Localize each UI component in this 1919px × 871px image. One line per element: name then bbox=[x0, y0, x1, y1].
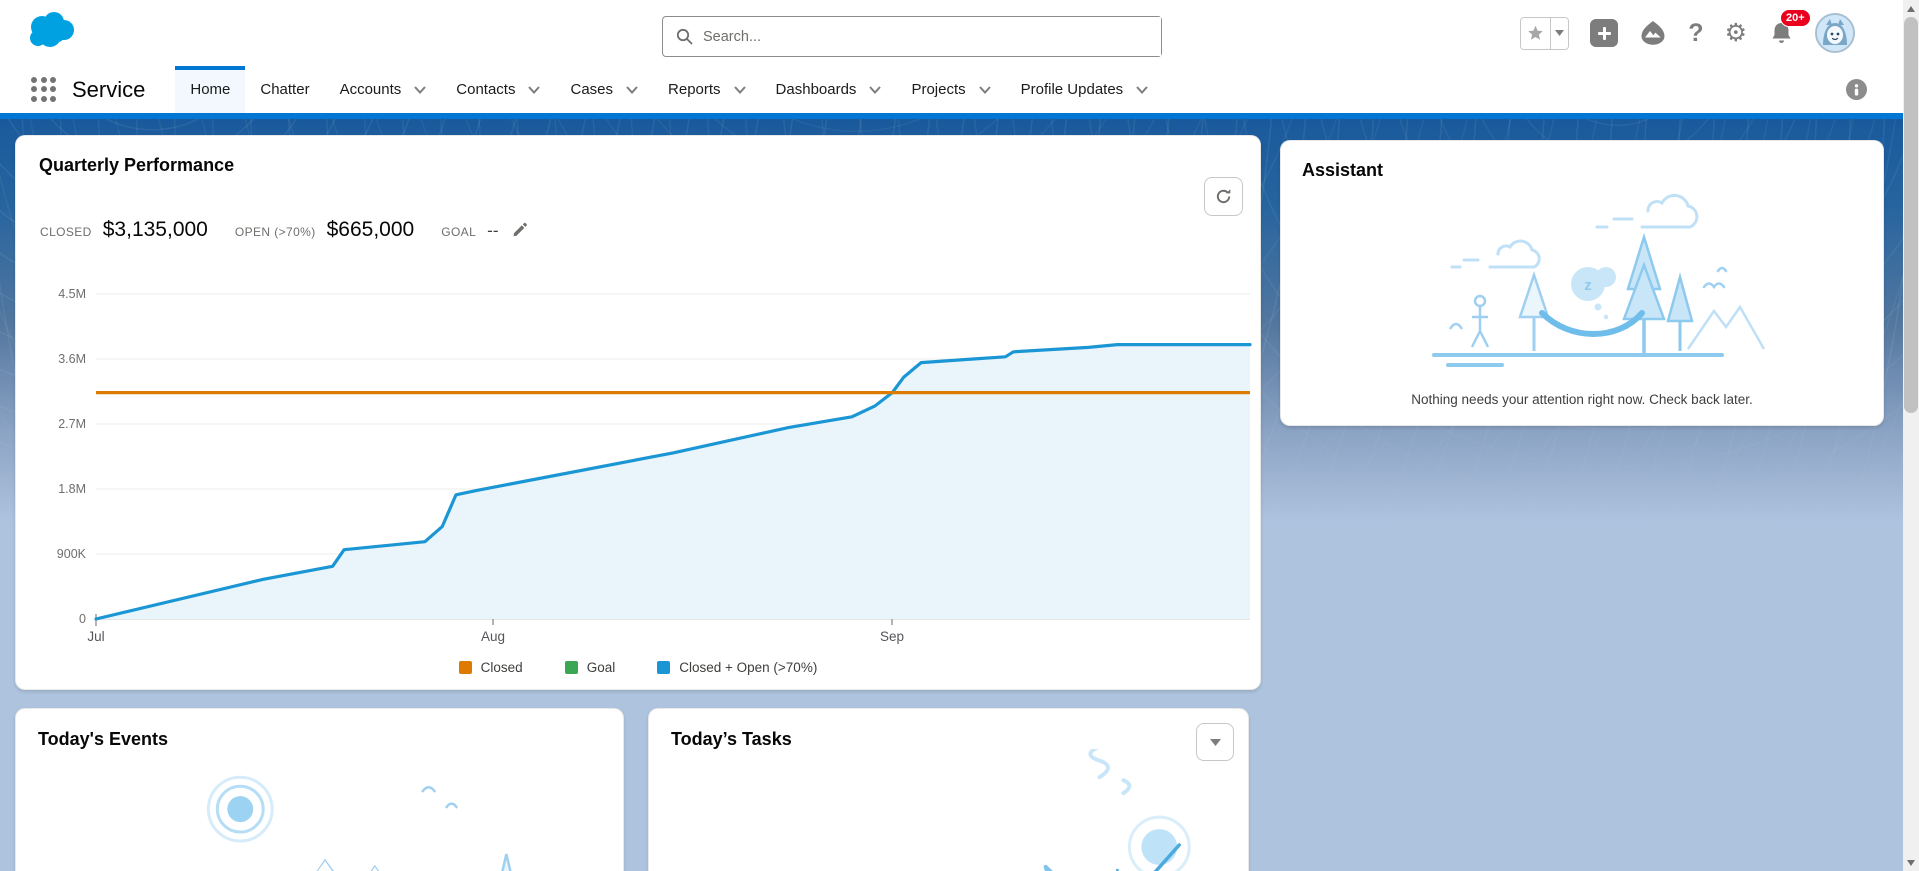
legend-item-goal[interactable]: Goal bbox=[564, 660, 615, 675]
chevron-down-icon bbox=[733, 85, 746, 94]
card-title: Quarterly Performance bbox=[39, 155, 235, 175]
refresh-icon bbox=[1216, 189, 1231, 204]
nav-tabs: Home Chatter Accounts Contacts Cases Rep… bbox=[175, 66, 1163, 113]
caret-down-icon bbox=[1555, 30, 1565, 36]
legend-swatch bbox=[657, 661, 671, 674]
kpi-label: GOAL bbox=[441, 225, 477, 239]
help-button[interactable]: ? bbox=[1688, 18, 1704, 47]
svg-text:2.7M: 2.7M bbox=[58, 417, 86, 431]
card-title: Today’s Tasks bbox=[671, 729, 792, 749]
app-navigation-bar: Service Home Chatter Accounts Contacts C… bbox=[0, 66, 1903, 113]
app-launcher-button[interactable] bbox=[31, 76, 57, 103]
nav-accent-strip bbox=[0, 113, 1903, 119]
astro-avatar-image bbox=[1817, 15, 1853, 51]
tasks-menu-button[interactable] bbox=[1196, 723, 1234, 761]
global-actions-button[interactable] bbox=[1590, 19, 1619, 47]
salesforce-logo-icon[interactable] bbox=[26, 10, 78, 50]
kpi-closed: CLOSED $3,135,000 bbox=[40, 218, 208, 242]
plus-icon bbox=[1597, 26, 1611, 40]
scrollbar[interactable] bbox=[1903, 0, 1919, 871]
kpi-value: $665,000 bbox=[326, 218, 415, 241]
global-search bbox=[662, 16, 1162, 57]
info-icon bbox=[1854, 83, 1859, 96]
svg-text:900K: 900K bbox=[57, 547, 87, 561]
tab-cases[interactable]: Cases bbox=[555, 66, 653, 113]
search-input[interactable] bbox=[693, 17, 1161, 56]
favorite-star-button[interactable] bbox=[1521, 17, 1551, 49]
tab-projects[interactable]: Projects bbox=[896, 66, 1005, 113]
chevron-down-icon bbox=[414, 85, 427, 94]
chevron-down-icon bbox=[869, 85, 882, 94]
todays-events-card: Today's Events bbox=[15, 708, 624, 871]
svg-text:Sep: Sep bbox=[880, 629, 904, 644]
chart-legend: Closed Goal Closed + Open (>70%) bbox=[16, 660, 1260, 675]
guidance-center-button[interactable] bbox=[1639, 20, 1667, 46]
scroll-up-button[interactable] bbox=[1903, 0, 1919, 17]
todays-tasks-card: Today’s Tasks bbox=[648, 708, 1249, 871]
legend-swatch bbox=[564, 661, 578, 674]
favorites-control bbox=[1520, 16, 1570, 50]
chevron-down-icon bbox=[528, 85, 541, 94]
tab-chatter[interactable]: Chatter bbox=[260, 81, 310, 98]
tasks-illustration bbox=[1043, 749, 1191, 871]
notifications-button[interactable]: 20+ bbox=[1768, 9, 1811, 48]
search-icon bbox=[676, 28, 693, 45]
kpi-value: -- bbox=[487, 221, 499, 240]
star-icon bbox=[1528, 25, 1544, 40]
kpi-row: CLOSED $3,135,000 OPEN (>70%) $665,000 G… bbox=[40, 218, 528, 242]
chevron-down-icon bbox=[978, 85, 991, 94]
tab-reports[interactable]: Reports bbox=[653, 66, 761, 113]
gear-icon: ⚙ bbox=[1724, 18, 1747, 47]
assistant-empty-illustration: z bbox=[1432, 193, 1766, 367]
kpi-label: OPEN (>70%) bbox=[234, 225, 316, 239]
chevron-down-icon bbox=[1136, 85, 1148, 94]
events-illustration bbox=[206, 775, 512, 871]
tab-contacts[interactable]: Contacts bbox=[441, 66, 555, 113]
quarterly-performance-chart: 4.5M 3.6M 2.7M 1.8M 900K 0 Jul Aug Sep bbox=[20, 284, 1254, 646]
tab-accounts[interactable]: Accounts bbox=[325, 66, 442, 113]
notification-count-badge: 20+ bbox=[1780, 9, 1811, 28]
refresh-button[interactable] bbox=[1204, 177, 1243, 216]
dropdown-triangle-icon bbox=[1209, 738, 1221, 746]
svg-text:z: z bbox=[1584, 277, 1592, 294]
header-actions: ? ⚙ 20+ bbox=[1520, 0, 1855, 66]
legend-item-closed[interactable]: Closed bbox=[458, 660, 523, 675]
legend-swatch bbox=[458, 661, 472, 674]
global-header: ? ⚙ 20+ bbox=[0, 0, 1903, 66]
svg-text:4.5M: 4.5M bbox=[58, 287, 86, 301]
svg-text:0: 0 bbox=[79, 612, 86, 626]
kpi-open: OPEN (>70%) $665,000 bbox=[235, 218, 414, 242]
user-avatar[interactable] bbox=[1815, 13, 1855, 53]
card-title: Assistant bbox=[1302, 160, 1384, 180]
scroll-down-button[interactable] bbox=[1903, 854, 1919, 871]
tab-home[interactable]: Home bbox=[175, 66, 246, 113]
kpi-value: $3,135,000 bbox=[102, 218, 208, 241]
legend-item-closed-open[interactable]: Closed + Open (>70%) bbox=[657, 660, 817, 675]
favorites-menu-button[interactable] bbox=[1550, 17, 1569, 49]
tab-dashboards[interactable]: Dashboards bbox=[761, 66, 897, 113]
app-name: Service bbox=[72, 76, 146, 102]
svg-text:Jul: Jul bbox=[87, 629, 104, 644]
svg-text:1.8M: 1.8M bbox=[58, 482, 86, 496]
card-title: Today's Events bbox=[38, 729, 168, 749]
assistant-empty-message: Nothing needs your attention right now. … bbox=[1411, 392, 1753, 407]
kpi-label: CLOSED bbox=[40, 225, 92, 239]
chevron-down-icon bbox=[626, 85, 638, 94]
assistant-card: Assistant z bbox=[1280, 140, 1884, 426]
edit-goal-pencil-icon[interactable] bbox=[512, 222, 528, 238]
scrollbar-thumb[interactable] bbox=[1904, 17, 1918, 413]
setup-button[interactable]: ⚙ bbox=[1724, 18, 1747, 47]
kpi-goal: GOAL -- bbox=[441, 220, 527, 241]
svg-text:Aug: Aug bbox=[481, 629, 505, 644]
info-button[interactable] bbox=[1846, 79, 1867, 100]
svg-text:3.6M: 3.6M bbox=[58, 352, 86, 366]
question-mark-icon: ? bbox=[1688, 18, 1704, 47]
tab-profile-updates[interactable]: Profile Updates bbox=[1006, 66, 1164, 113]
quarterly-performance-card: Quarterly Performance CLOSED $3,135,000 … bbox=[15, 135, 1261, 690]
trailhead-icon bbox=[1641, 21, 1665, 45]
